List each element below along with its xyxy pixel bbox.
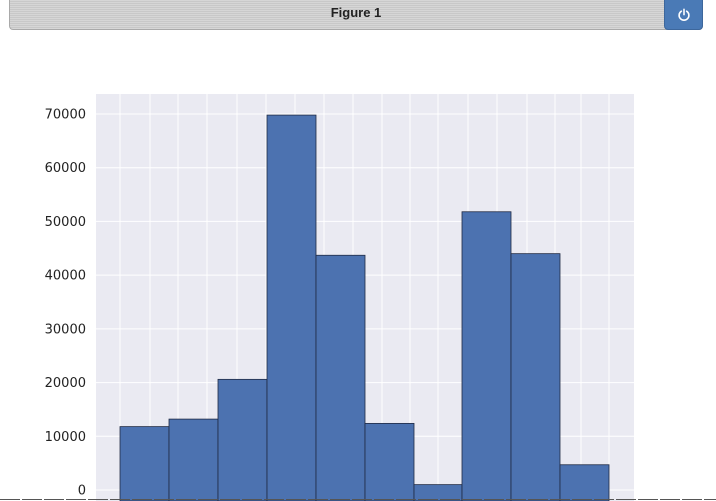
histogram-bar (364, 422, 415, 501)
histogram-bar (119, 426, 170, 501)
power-button[interactable] (664, 0, 703, 30)
y-tick-label: 70000 (45, 108, 86, 123)
histogram-bar (168, 418, 219, 501)
histogram-bar (559, 464, 610, 501)
y-tick-label: 30000 (45, 322, 86, 337)
y-tick-label: 40000 (45, 269, 86, 284)
histogram-bar (315, 254, 366, 501)
figure-titlebar: Figure 1 (9, 0, 703, 30)
y-tick-label: 20000 (45, 376, 86, 391)
histogram-bars (119, 114, 610, 501)
histogram-bar (413, 484, 463, 501)
histogram-bar (510, 253, 561, 501)
histogram-bar (217, 378, 268, 501)
figure-title: Figure 1 (330, 5, 382, 20)
y-tick-label: 60000 (45, 161, 86, 176)
histogram-bar (266, 114, 317, 501)
power-icon (677, 8, 690, 21)
histogram-bar (461, 211, 512, 501)
y-tick-label: 0 (78, 484, 86, 499)
y-tick-label: 10000 (45, 430, 86, 445)
y-axis-tick-labels: 0 10000 20000 30000 40000 50000 60000 70000 (45, 108, 86, 499)
y-tick-label: 50000 (45, 215, 86, 230)
